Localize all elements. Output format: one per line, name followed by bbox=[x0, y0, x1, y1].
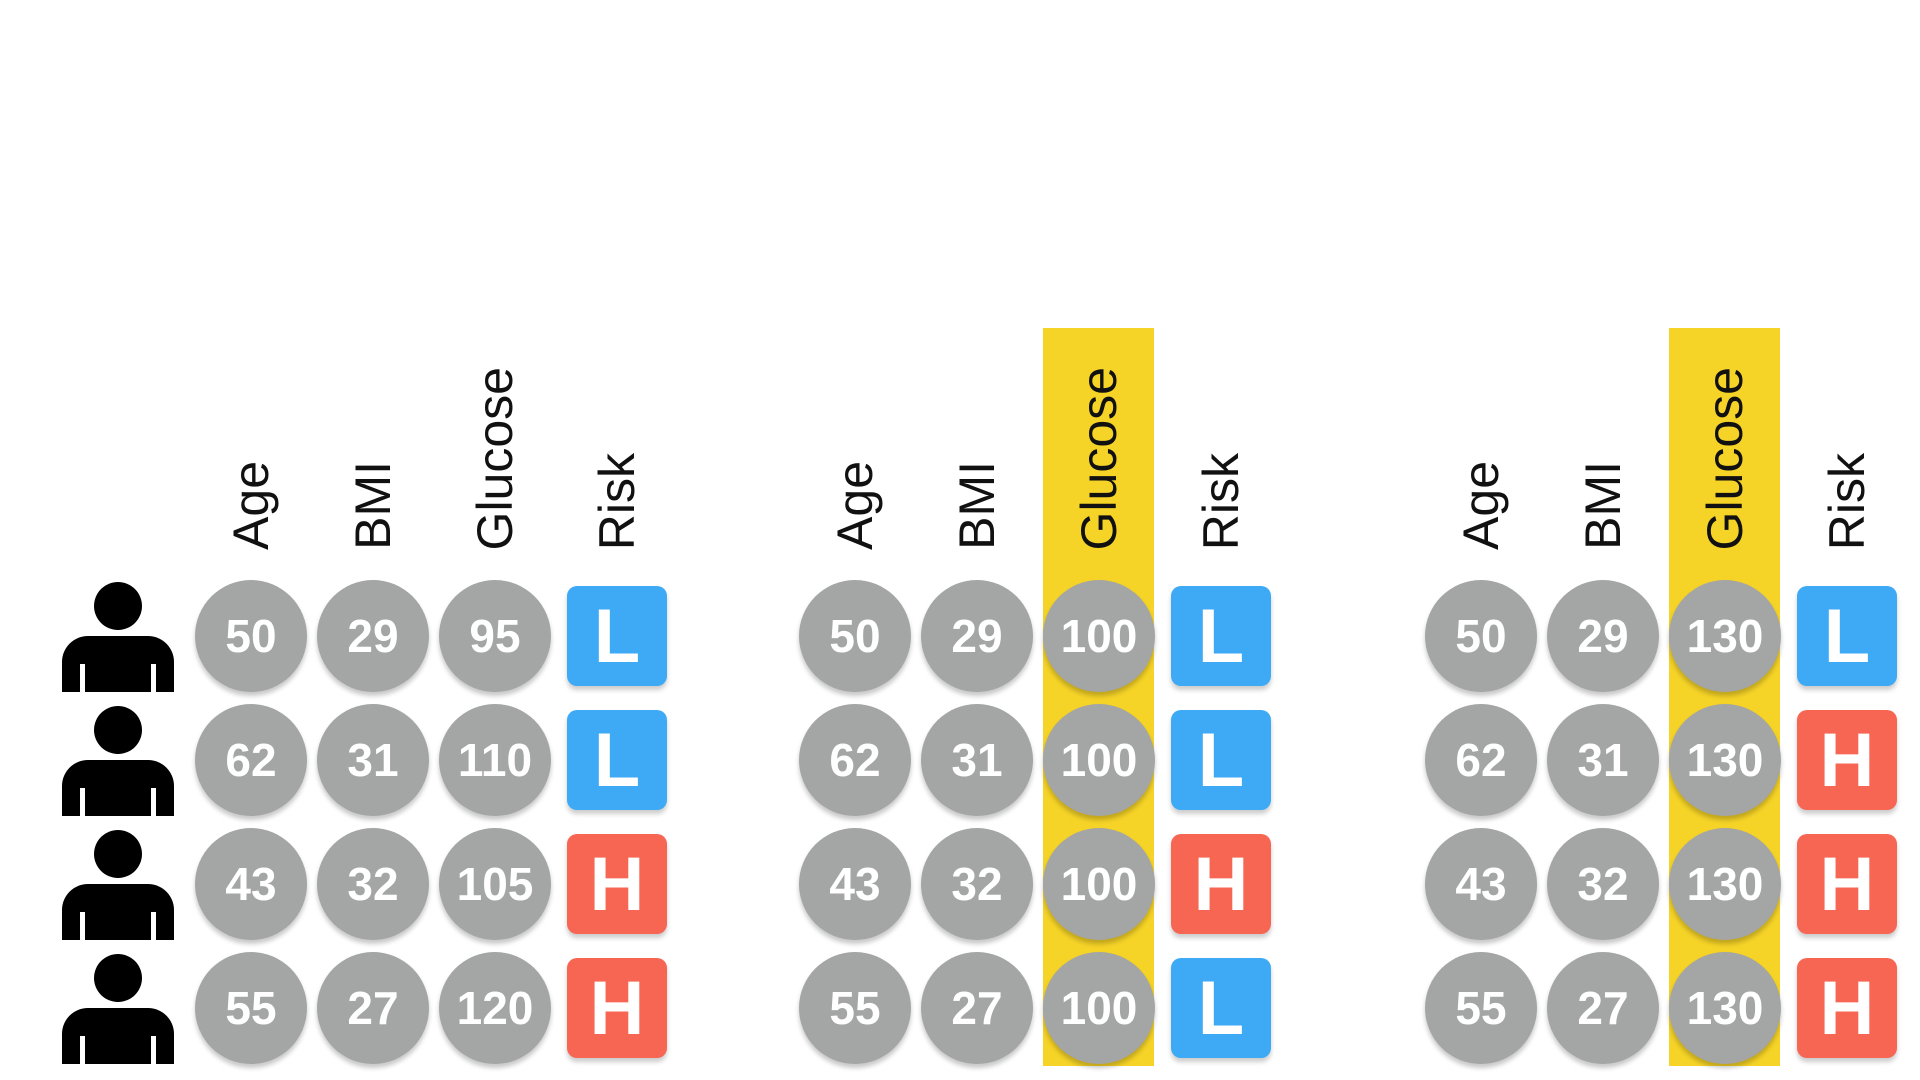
person-icon bbox=[60, 706, 176, 824]
table-panel-glucose-100: Age BMI Glucose Risk 50 29 100 L 62 31 1… bbox=[799, 320, 1299, 1080]
glucose-highlight bbox=[1669, 328, 1780, 1066]
bmi-value: 27 bbox=[921, 952, 1033, 1064]
bmi-value: 29 bbox=[317, 580, 429, 692]
age-value: 50 bbox=[195, 580, 307, 692]
column-header-age: Age bbox=[223, 461, 279, 550]
age-value: 62 bbox=[195, 704, 307, 816]
bmi-value: 31 bbox=[317, 704, 429, 816]
risk-badge: L bbox=[1171, 586, 1271, 686]
glucose-value: 120 bbox=[439, 952, 551, 1064]
glucose-value: 100 bbox=[1043, 828, 1155, 940]
age-value: 55 bbox=[1425, 952, 1537, 1064]
risk-badge: H bbox=[567, 958, 667, 1058]
column-header-risk: Risk bbox=[589, 452, 645, 550]
risk-badge: L bbox=[1797, 586, 1897, 686]
age-value: 43 bbox=[1425, 828, 1537, 940]
bmi-value: 32 bbox=[1547, 828, 1659, 940]
age-value: 62 bbox=[799, 704, 911, 816]
bmi-value: 29 bbox=[921, 580, 1033, 692]
glucose-value: 100 bbox=[1043, 580, 1155, 692]
glucose-value: 100 bbox=[1043, 704, 1155, 816]
risk-badge: H bbox=[1797, 834, 1897, 934]
person-icon bbox=[60, 830, 176, 948]
column-header-glucose: Glucose bbox=[467, 366, 523, 550]
glucose-value: 130 bbox=[1669, 952, 1781, 1064]
risk-badge: L bbox=[567, 586, 667, 686]
age-value: 62 bbox=[1425, 704, 1537, 816]
glucose-value: 100 bbox=[1043, 952, 1155, 1064]
person-icon bbox=[60, 954, 176, 1072]
risk-badge: H bbox=[1797, 710, 1897, 810]
risk-badge: H bbox=[1171, 834, 1271, 934]
bmi-value: 31 bbox=[921, 704, 1033, 816]
risk-badge: L bbox=[1171, 958, 1271, 1058]
column-header-bmi: BMI bbox=[1575, 461, 1631, 550]
age-value: 55 bbox=[799, 952, 911, 1064]
column-header-bmi: BMI bbox=[949, 461, 1005, 550]
bmi-value: 29 bbox=[1547, 580, 1659, 692]
bmi-value: 31 bbox=[1547, 704, 1659, 816]
glucose-value: 130 bbox=[1669, 704, 1781, 816]
glucose-value: 110 bbox=[439, 704, 551, 816]
table-panel-glucose-130: Age BMI Glucose Risk 50 29 130 L 62 31 1… bbox=[1425, 320, 1920, 1080]
age-value: 43 bbox=[799, 828, 911, 940]
column-header-glucose: Glucose bbox=[1071, 366, 1127, 550]
risk-badge: L bbox=[567, 710, 667, 810]
glucose-value: 130 bbox=[1669, 580, 1781, 692]
bmi-value: 27 bbox=[1547, 952, 1659, 1064]
column-header-risk: Risk bbox=[1193, 452, 1249, 550]
glucose-value: 95 bbox=[439, 580, 551, 692]
column-header-age: Age bbox=[1453, 461, 1509, 550]
risk-badge: H bbox=[567, 834, 667, 934]
glucose-value: 130 bbox=[1669, 828, 1781, 940]
age-value: 50 bbox=[799, 580, 911, 692]
risk-badge: L bbox=[1171, 710, 1271, 810]
column-header-risk: Risk bbox=[1819, 452, 1875, 550]
bmi-value: 32 bbox=[921, 828, 1033, 940]
person-icon bbox=[60, 582, 176, 700]
table-panel-original: Age BMI Glucose Risk 50 29 95 L 62 31 11… bbox=[195, 320, 695, 1080]
glucose-highlight bbox=[1043, 328, 1154, 1066]
column-header-bmi: BMI bbox=[345, 461, 401, 550]
column-header-glucose: Glucose bbox=[1697, 366, 1753, 550]
column-header-age: Age bbox=[827, 461, 883, 550]
bmi-value: 32 bbox=[317, 828, 429, 940]
age-value: 50 bbox=[1425, 580, 1537, 692]
age-value: 43 bbox=[195, 828, 307, 940]
risk-badge: H bbox=[1797, 958, 1897, 1058]
glucose-value: 105 bbox=[439, 828, 551, 940]
bmi-value: 27 bbox=[317, 952, 429, 1064]
age-value: 55 bbox=[195, 952, 307, 1064]
